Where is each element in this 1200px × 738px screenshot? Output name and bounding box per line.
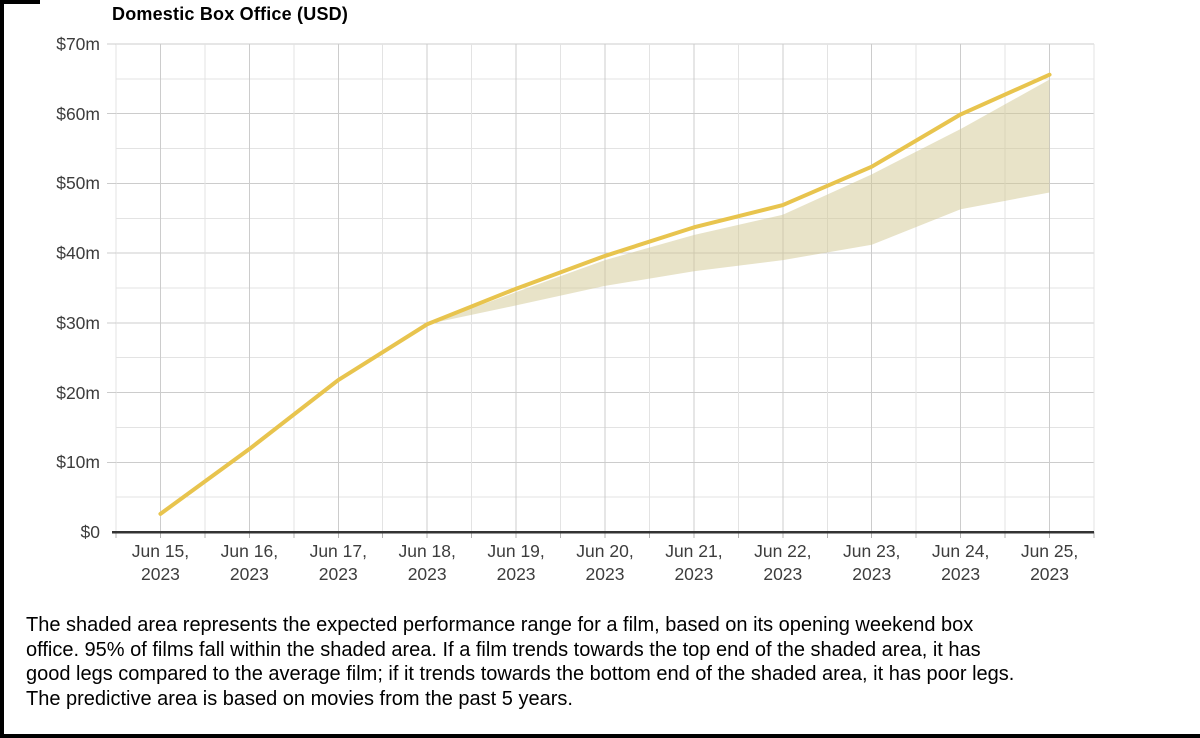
actual-gross-line — [158, 72, 1052, 516]
y-axis-label: $40m — [56, 243, 100, 264]
x-axis-label: Jun 25, 2023 — [1020, 541, 1079, 584]
plot-area: $0 $10m $20m $30m $40m $50m $60m $70m Jun 15, 20… — [4, 0, 1200, 600]
y-axis-label: $20m — [56, 382, 100, 403]
x-axis-label: Jun 18, 2023 — [398, 541, 456, 584]
frame-border-segment — [0, 0, 40, 4]
x-axis-label: Jun 17, 2023 — [309, 541, 367, 584]
x-axis-label: Jun 24, 2023 — [931, 541, 990, 584]
x-axis-label: Jun 19, 2023 — [487, 541, 545, 584]
y-axis-label: $0 — [80, 522, 100, 542]
chart-caption: The shaded area represents the expected … — [26, 614, 1015, 711]
expected-range-band — [427, 79, 1050, 325]
chart-canvas — [107, 43, 1095, 538]
y-axis-label: $60m — [56, 103, 100, 124]
y-axis-label: $70m — [56, 34, 100, 54]
x-axis-label: Jun 20, 2023 — [576, 541, 634, 584]
y-axis-label: $50m — [56, 173, 100, 194]
x-axis-label: Jun 23, 2023 — [843, 541, 901, 584]
x-axis-label: Jun 21, 2023 — [665, 541, 723, 584]
x-axis-label: Jun 16, 2023 — [220, 541, 279, 584]
y-axis-label: $10m — [56, 452, 100, 473]
x-axis-label: Jun 22, 2023 — [754, 541, 812, 584]
x-axis-label: Jun 15, 2023 — [131, 541, 190, 584]
chart-title: Domestic Box Office (USD) — [112, 4, 349, 24]
y-axis-label: $30m — [56, 312, 100, 333]
